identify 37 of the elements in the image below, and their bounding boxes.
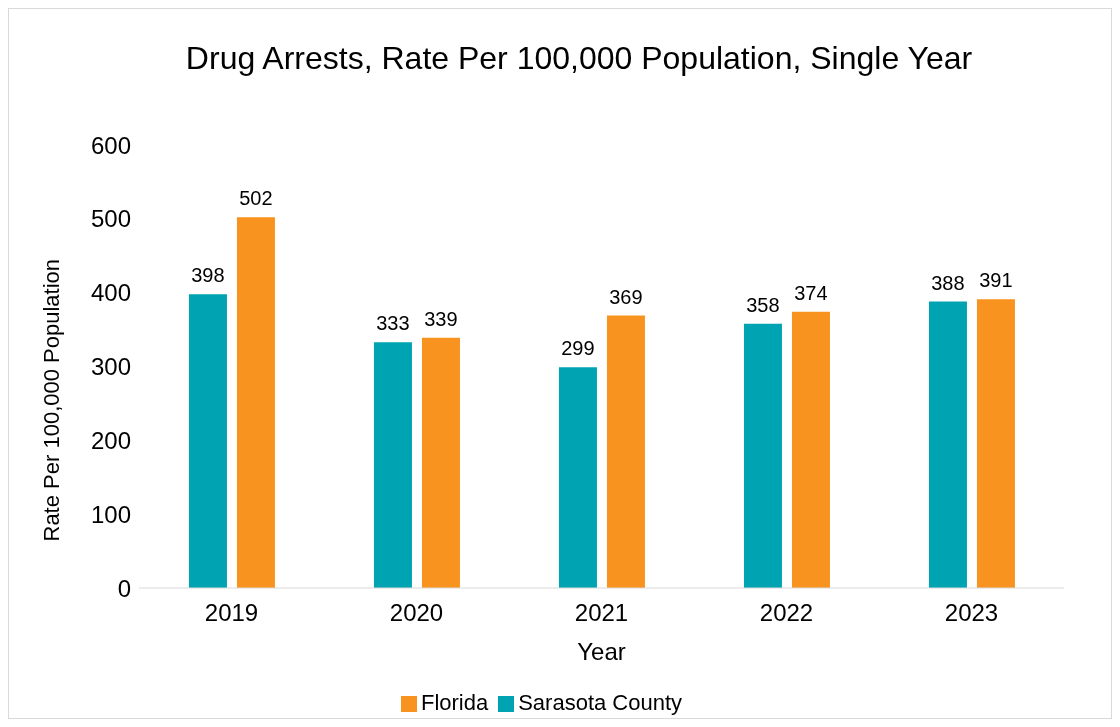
bar (928, 301, 967, 588)
y-tick-label: 0 (117, 574, 131, 602)
y-tick-label: 400 (90, 279, 131, 307)
data-label: 502 (239, 187, 273, 210)
data-label: 333 (376, 312, 410, 335)
bar (558, 367, 597, 588)
bar (236, 217, 275, 588)
x-tick-label: 2019 (204, 599, 259, 627)
y-axis-title: Rate Per 100,000 Population (38, 258, 64, 542)
bar (373, 342, 412, 588)
x-tick-label: 2020 (389, 599, 444, 627)
data-label: 398 (191, 264, 225, 287)
bar (976, 299, 1015, 588)
data-label: 391 (979, 269, 1013, 292)
bar (606, 315, 645, 588)
data-label: 388 (931, 271, 965, 294)
bar (188, 294, 227, 588)
bar (743, 323, 782, 588)
y-tick-label: 200 (90, 426, 131, 454)
x-tick-label: 2023 (944, 599, 999, 627)
x-axis-title: Year (577, 638, 626, 665)
x-tick-label: 2021 (574, 599, 629, 627)
data-label: 374 (794, 281, 828, 304)
data-label: 339 (424, 307, 458, 330)
legend-label: Sarasota County (518, 690, 683, 715)
data-label: 369 (609, 285, 643, 308)
data-label: 299 (561, 337, 595, 360)
y-tick-label: 600 (90, 131, 131, 159)
bar (421, 337, 460, 588)
legend-label: Florida (420, 690, 489, 715)
y-tick-label: 300 (90, 353, 131, 381)
x-tick-label: 2022 (759, 599, 814, 627)
y-tick-label: 500 (90, 205, 131, 233)
chart-title: Drug Arrests, Rate Per 100,000 Population, Single Year (184, 39, 974, 78)
bar (791, 311, 830, 588)
y-tick-label: 100 (90, 500, 131, 528)
data-label: 358 (746, 293, 780, 316)
